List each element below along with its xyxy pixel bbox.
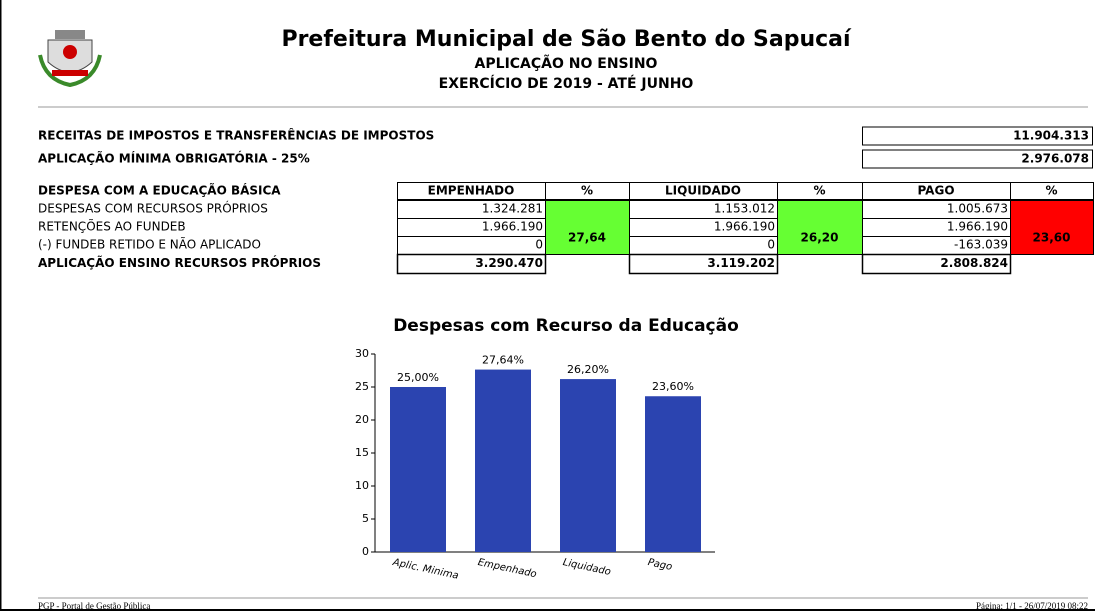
cell-value: 0: [767, 238, 775, 252]
total-label: APLICAÇÃO ENSINO RECURSOS PRÓPRIOS: [38, 255, 321, 270]
cell-value: 0: [535, 238, 543, 252]
x-tick-label: Pago: [647, 557, 673, 573]
cell-value: 1.966.190: [714, 220, 775, 234]
bar: [475, 369, 531, 552]
cell-value: 1.966.190: [947, 220, 1008, 234]
period: EXERCÍCIO DE 2019 - ATÉ JUNHO: [439, 75, 694, 92]
percent-cell: [1010, 200, 1094, 255]
title: Prefeitura Municipal de São Bento do Sap…: [281, 27, 852, 52]
cell-value: 2.808.824: [940, 256, 1008, 270]
bar: [560, 379, 616, 552]
column-header: PAGO: [917, 184, 954, 198]
cell-value: 1.966.190: [482, 220, 543, 234]
value-label: 23,60%: [652, 380, 694, 393]
header-cell: [1010, 182, 1094, 200]
y-tick-label: 5: [362, 512, 369, 525]
row-label: DESPESAS COM RECURSOS PRÓPRIOS: [38, 201, 268, 216]
chart-title: Despesas com Recurso da Educação: [393, 316, 739, 336]
column-header: %: [813, 184, 825, 198]
row-label: RETENÇÕES AO FUNDEB: [38, 219, 186, 234]
y-tick-label: 15: [355, 446, 369, 459]
value-label: 26,20%: [567, 363, 609, 376]
value-cell: [397, 236, 546, 255]
column-header: EMPENHADO: [428, 184, 515, 198]
column-header: %: [1045, 184, 1057, 198]
value-label: 25,00%: [397, 371, 439, 384]
cell-value: -163.039: [954, 238, 1008, 252]
summary-value: 2.976.078: [1021, 152, 1089, 166]
subtitle: APLICAÇÃO NO ENSINO: [475, 55, 658, 72]
logo: [38, 30, 102, 88]
percent-value: 26,20: [801, 231, 839, 245]
y-tick-label: 20: [355, 413, 369, 426]
cell-value: 3.290.470: [475, 256, 543, 270]
y-tick-label: 30: [355, 347, 369, 360]
x-tick-label: Empenhado: [477, 557, 538, 580]
x-tick-label: Aplic. Minima: [391, 557, 460, 582]
y-tick-label: 0: [362, 545, 369, 558]
column-header: %: [581, 184, 593, 198]
value-label: 27,64%: [482, 354, 524, 367]
bar: [645, 396, 701, 552]
summary-box: [862, 149, 1093, 169]
percent-value: 27,64: [568, 231, 606, 245]
value-cell: [396, 253, 547, 275]
table-title: DESPESA COM A EDUCAÇÃO BÁSICA: [38, 183, 281, 198]
percent-cell: [777, 200, 863, 255]
value-cell: [629, 236, 778, 255]
value-cell: [628, 253, 779, 275]
cell-value: 1.153.012: [714, 202, 775, 216]
footer-right: Página: 1/1 - 26/07/2019 08:22: [976, 601, 1088, 611]
percent-value: 23,60: [1033, 231, 1071, 245]
percent-cell: [545, 200, 630, 255]
summary-box: [862, 126, 1093, 146]
value-cell: [861, 253, 1012, 275]
column-header: LIQUIDADO: [665, 184, 741, 198]
footer-left: PGP - Portal de Gestão Pública: [38, 601, 150, 611]
summary-label: RECEITAS DE IMPOSTOS E TRANSFERÊNCIAS DE…: [38, 128, 434, 143]
y-tick-label: 25: [355, 380, 369, 393]
y-tick-label: 10: [355, 479, 369, 492]
row-label: (-) FUNDEB RETIDO E NÃO APLICADO: [38, 237, 261, 252]
cell-value: 1.005.673: [947, 202, 1008, 216]
bar: [390, 387, 446, 552]
cell-value: 3.119.202: [707, 256, 775, 270]
summary-value: 11.904.313: [1013, 129, 1089, 143]
x-tick-label: Liquidado: [562, 557, 612, 578]
summary-label: APLICAÇÃO MÍNIMA OBRIGATÓRIA - 25%: [38, 151, 310, 166]
cell-value: 1.324.281: [482, 202, 543, 216]
